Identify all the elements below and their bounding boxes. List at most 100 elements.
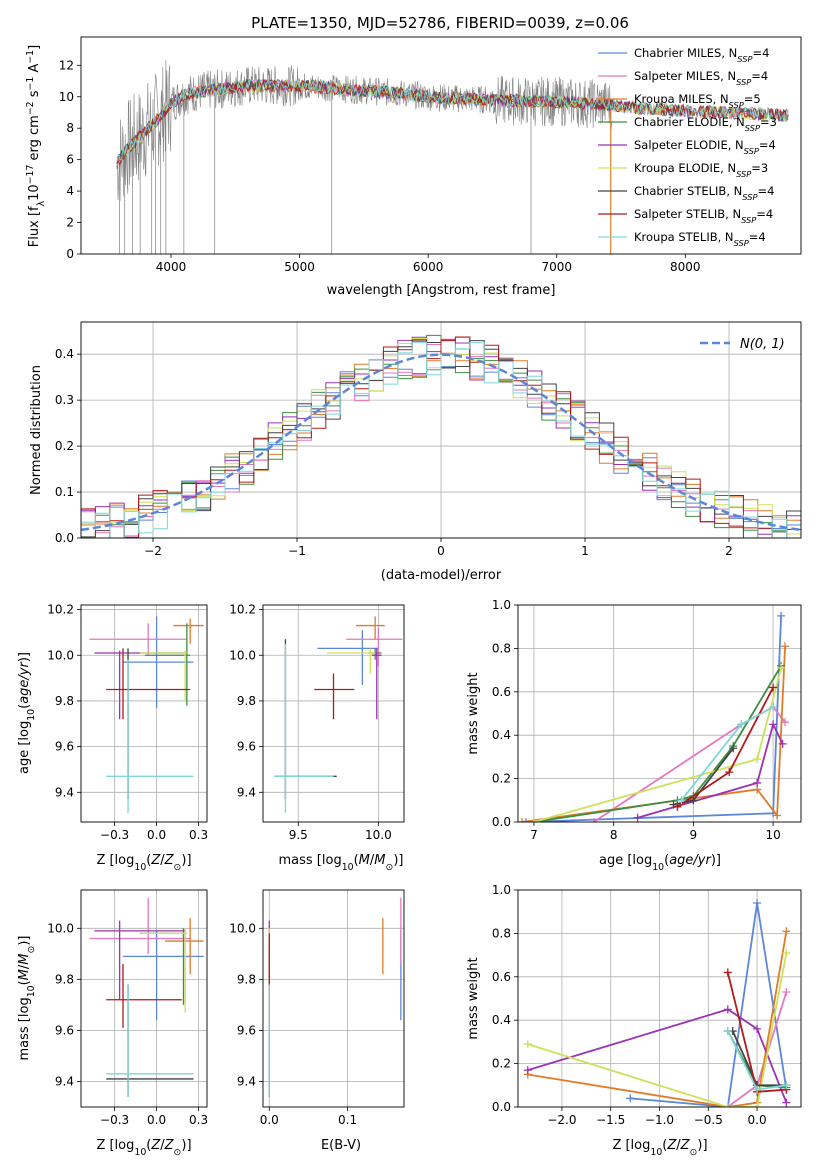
y-tick-label: 12 xyxy=(59,58,74,72)
mass-weight-line xyxy=(527,1008,788,1104)
y-tick-label: 9.4 xyxy=(55,1074,74,1088)
x-tick-label: −2 xyxy=(144,544,162,558)
model-spectrum-line xyxy=(116,78,789,167)
legend-label: Chabrier ELODIE, NSSP=3 xyxy=(634,115,777,133)
mass-weight-line xyxy=(630,902,788,1107)
mass-weight-marker xyxy=(673,802,682,811)
x-tick-label: 8000 xyxy=(670,260,701,274)
x-tick-label: 0.1 xyxy=(338,1113,357,1127)
mass-weight-marker xyxy=(729,744,738,753)
mass-weight-marker xyxy=(589,818,598,822)
y-tick-label: 0.4 xyxy=(55,347,74,361)
y-tick-label: 4 xyxy=(66,184,74,198)
axes-massweight-vs-age: 7 8 9 10 0.0 0.2 0.4 0.6 0.8 1.0 xyxy=(492,598,802,842)
legend-label: Chabrier MILES, NSSP=4 xyxy=(634,46,769,64)
x-tick-label: 10.0 xyxy=(365,828,392,842)
x-tick-label: −0.3 xyxy=(100,1113,129,1127)
y-tick-label: 0.0 xyxy=(55,531,74,545)
y-tick-label: 0.4 xyxy=(492,728,511,742)
axes-spectrum: 4000 5000 6000 7000 8000 0 2 4 6 8 10 12 Chabrier MI… xyxy=(59,36,802,274)
x-axis-label: Z [log10(Z/Z⊙)] xyxy=(96,1138,191,1158)
mass-weight-marker xyxy=(725,768,734,777)
y-tick-label: 0.2 xyxy=(492,1057,511,1071)
x-tick-label: −1 xyxy=(288,544,306,558)
x-tick-label: 5000 xyxy=(284,260,315,274)
mass-weight-marker xyxy=(689,796,698,805)
x-tick-label: 0.3 xyxy=(189,828,208,842)
model-spectrum-line xyxy=(116,78,789,162)
mass-weight-marker xyxy=(753,1085,762,1094)
x-tick-label: 9 xyxy=(690,828,698,842)
x-tick-label: 0.0 xyxy=(748,1113,767,1127)
plot-area-age-vs-Z xyxy=(89,616,204,813)
plot-area-spectrum xyxy=(116,59,789,254)
x-tick-label: 7000 xyxy=(541,260,572,274)
y-tick-label: 9.8 xyxy=(55,972,74,986)
y-tick-label: 8 xyxy=(66,121,74,135)
y-tick-label: 0.0 xyxy=(492,815,511,829)
y-axis-label: age [log10(age/yr)] xyxy=(17,652,37,774)
plot-area-residuals xyxy=(81,334,801,538)
x-tick-label: −2.0 xyxy=(547,1113,576,1127)
y-tick-label: 6 xyxy=(66,153,74,167)
mass-weight-marker xyxy=(529,818,538,822)
mass-weight-marker xyxy=(753,755,762,764)
y-axis-label: Flux [fλ10−17 erg cm−2 s−1 A−1] xyxy=(25,45,47,247)
y-tick-label: 0.2 xyxy=(55,439,74,453)
mass-weight-marker xyxy=(782,1098,791,1107)
mass-weight-marker xyxy=(773,811,782,820)
y-tick-label: 9.8 xyxy=(55,694,74,708)
x-axis-label: Z [log10(Z/Z⊙)] xyxy=(612,1138,707,1158)
mass-weight-marker xyxy=(523,1040,532,1049)
mass-weight-marker xyxy=(723,1103,732,1107)
mass-weight-line xyxy=(527,952,788,1107)
mass-weight-marker xyxy=(769,720,778,729)
x-tick-label: −0.3 xyxy=(100,828,129,842)
x-axis-label: Z [log10(Z/Z⊙)] xyxy=(96,853,191,873)
mass-weight-marker xyxy=(753,899,762,908)
legend-label: Kroupa MILES, NSSP=5 xyxy=(634,92,761,110)
mass-weight-marker xyxy=(723,968,732,977)
plot-area-age-vs-mass xyxy=(274,616,403,813)
axes-age-vs-mass: 9.5 10.0 9.4 9.6 9.8 10.0 10.2 xyxy=(229,603,405,842)
mass-weight-marker xyxy=(782,927,791,936)
y-tick-label: 9.4 xyxy=(237,1074,256,1088)
legend: Chabrier MILES, NSSP=4 Salpeter MILES, NS… xyxy=(598,46,777,248)
y-tick-label: 1.0 xyxy=(492,883,511,897)
y-tick-label: 0.8 xyxy=(492,641,511,655)
y-tick-label: 0.6 xyxy=(492,685,511,699)
axes-massweight-vs-Z: −2.0 −1.5 −1.0 −0.5 0.0 0.0 0.2 0.4 0.6 0.8 1.0 xyxy=(492,883,802,1127)
y-tick-label: 0.3 xyxy=(55,393,74,407)
legend-label: Kroupa STELIB, NSSP=4 xyxy=(634,230,766,248)
y-tick-label: 9.6 xyxy=(55,1023,74,1037)
histogram-step xyxy=(81,341,801,538)
x-tick-label: 9.5 xyxy=(289,828,308,842)
y-tick-label: 10.0 xyxy=(229,921,256,935)
x-tick-label: 8 xyxy=(610,828,618,842)
axes-mass-vs-Z: −0.3 0.0 0.3 9.4 9.6 9.8 10.0 xyxy=(47,889,208,1127)
mass-weight-marker xyxy=(723,1027,732,1036)
plot-area-massweight-vs-age xyxy=(518,611,790,822)
x-tick-label: −0.5 xyxy=(694,1113,723,1127)
y-tick-label: 9.6 xyxy=(55,740,74,754)
plot-area-mass-vs-EBV xyxy=(268,897,402,1097)
x-axis-label: age [log10(age/yr)] xyxy=(599,853,721,873)
y-tick-label: 0.1 xyxy=(55,485,74,499)
y-axis-label: Normed distribution xyxy=(29,365,44,495)
y-tick-label: 9.8 xyxy=(237,694,256,708)
y-tick-label: 10 xyxy=(59,90,74,104)
plot-area-massweight-vs-Z xyxy=(523,899,791,1107)
x-tick-label: 1 xyxy=(581,544,589,558)
x-tick-label: 2 xyxy=(725,544,733,558)
axes-frame xyxy=(80,36,802,255)
legend-label: Chabrier STELIB, NSSP=4 xyxy=(634,184,774,202)
y-axis-label: mass weight xyxy=(466,957,481,1039)
y-tick-label: 10.2 xyxy=(47,603,74,617)
y-tick-label: 2 xyxy=(66,216,74,230)
legend-label: Salpeter ELODIE, NSSP=4 xyxy=(634,138,776,156)
y-tick-label: 0.4 xyxy=(492,1013,511,1027)
mass-weight-marker xyxy=(521,818,530,822)
mass-weight-marker xyxy=(633,813,642,822)
y-tick-label: 10.2 xyxy=(229,603,256,617)
